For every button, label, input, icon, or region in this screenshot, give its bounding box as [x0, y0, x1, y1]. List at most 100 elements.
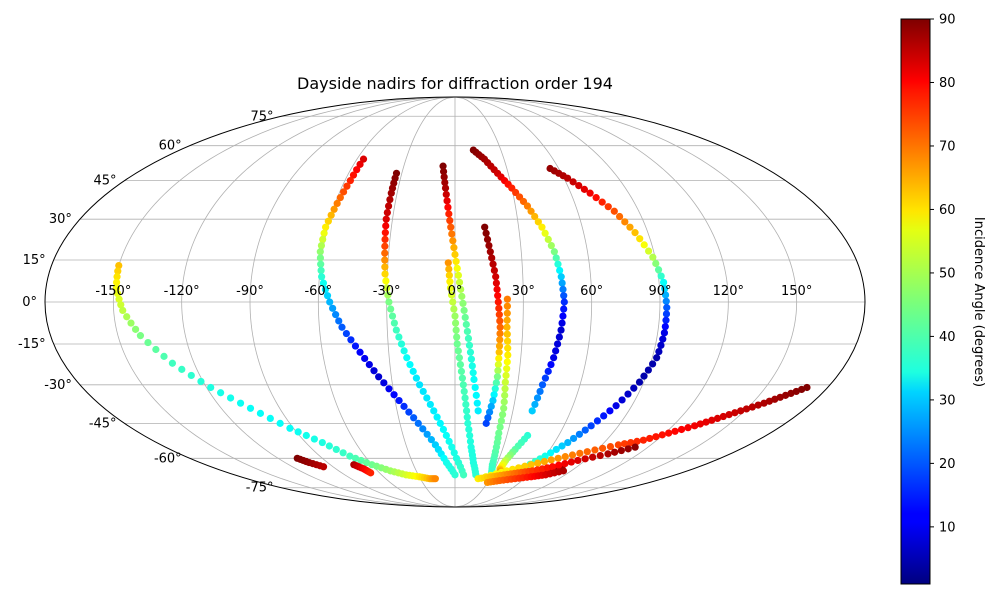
data-point	[531, 212, 539, 221]
y-tick-label: 0°	[22, 295, 37, 310]
data-point	[558, 279, 566, 287]
data-point	[400, 402, 408, 410]
colorbar-tick-label: 70	[939, 139, 956, 154]
y-tick-label: 60°	[159, 139, 182, 154]
data-point	[450, 449, 458, 457]
data-point	[323, 292, 332, 300]
data-point	[501, 391, 509, 399]
data-point	[491, 385, 499, 393]
data-point	[458, 292, 466, 300]
data-point	[653, 354, 661, 362]
data-point	[640, 241, 648, 249]
data-point	[460, 387, 468, 396]
colorbar-tick-label: 20	[939, 457, 956, 472]
y-tick-label: 15°	[23, 253, 46, 268]
x-tick-label: 90°	[648, 284, 671, 299]
data-point	[561, 453, 569, 461]
data-point	[400, 347, 408, 355]
chart-title: Dayside nadirs for diffraction order 194	[297, 74, 613, 93]
data-point	[558, 442, 566, 450]
data-point	[657, 272, 665, 280]
data-point	[500, 398, 508, 406]
data-point	[302, 431, 310, 440]
data-point	[382, 215, 390, 223]
data-point	[370, 367, 378, 375]
data-point	[487, 402, 495, 410]
data-point	[606, 442, 615, 451]
data-point	[455, 278, 464, 286]
data-point	[592, 194, 600, 202]
data-point	[482, 419, 490, 427]
data-point	[494, 361, 502, 369]
data-point	[553, 340, 562, 348]
data-point	[493, 285, 501, 293]
data-point	[702, 418, 710, 426]
data-point	[661, 291, 670, 299]
data-point	[353, 166, 361, 174]
data-point	[548, 463, 557, 471]
data-point	[113, 273, 121, 281]
data-point	[503, 309, 511, 317]
data-point	[356, 348, 364, 356]
data-point	[461, 313, 469, 322]
data-point	[335, 317, 343, 325]
data-point	[336, 194, 344, 202]
data-point	[665, 429, 673, 437]
data-point	[383, 208, 391, 217]
data-point	[382, 222, 390, 230]
data-point	[178, 365, 186, 373]
data-point	[659, 335, 667, 343]
data-point	[485, 408, 494, 416]
data-point	[557, 326, 565, 334]
data-point	[117, 301, 125, 309]
track-3	[350, 461, 375, 477]
data-point	[533, 394, 542, 402]
data-point	[318, 438, 326, 447]
data-point	[494, 367, 502, 375]
data-point	[442, 431, 450, 440]
data-point	[462, 407, 471, 415]
data-point	[611, 448, 619, 456]
data-point	[444, 203, 452, 211]
data-point	[392, 326, 400, 334]
data-point	[646, 434, 654, 443]
data-point	[207, 383, 215, 392]
data-point	[466, 431, 474, 440]
data-point	[504, 344, 512, 352]
data-point	[462, 320, 470, 329]
colorbar-tick-label: 90	[939, 13, 956, 28]
data-point	[652, 259, 660, 268]
data-point	[610, 207, 618, 215]
data-point	[385, 298, 393, 306]
data-point	[464, 419, 472, 427]
data-point	[472, 391, 480, 399]
data-point	[452, 257, 460, 266]
data-point	[339, 188, 348, 196]
data-point	[458, 374, 466, 382]
data-point	[462, 400, 470, 409]
colorbar-label: Incidence Angle (degrees)	[971, 217, 986, 387]
y-tick-label: 30°	[49, 212, 72, 227]
data-point	[754, 401, 762, 409]
data-point	[310, 435, 318, 443]
data-point	[406, 361, 414, 369]
data-point	[390, 319, 398, 327]
data-point	[459, 299, 467, 308]
data-point	[452, 326, 460, 334]
data-point	[555, 333, 563, 341]
data-point	[536, 387, 544, 396]
x-tick-label: 120°	[713, 284, 744, 299]
data-point	[589, 453, 597, 461]
data-point	[569, 178, 577, 186]
data-point	[384, 291, 392, 299]
data-point	[236, 399, 245, 407]
data-point	[450, 305, 458, 313]
data-point	[803, 383, 811, 392]
data-point	[496, 336, 504, 344]
data-points	[112, 146, 811, 487]
data-point	[503, 365, 511, 373]
data-point	[503, 358, 511, 366]
data-point	[617, 446, 625, 455]
data-point	[559, 467, 568, 475]
